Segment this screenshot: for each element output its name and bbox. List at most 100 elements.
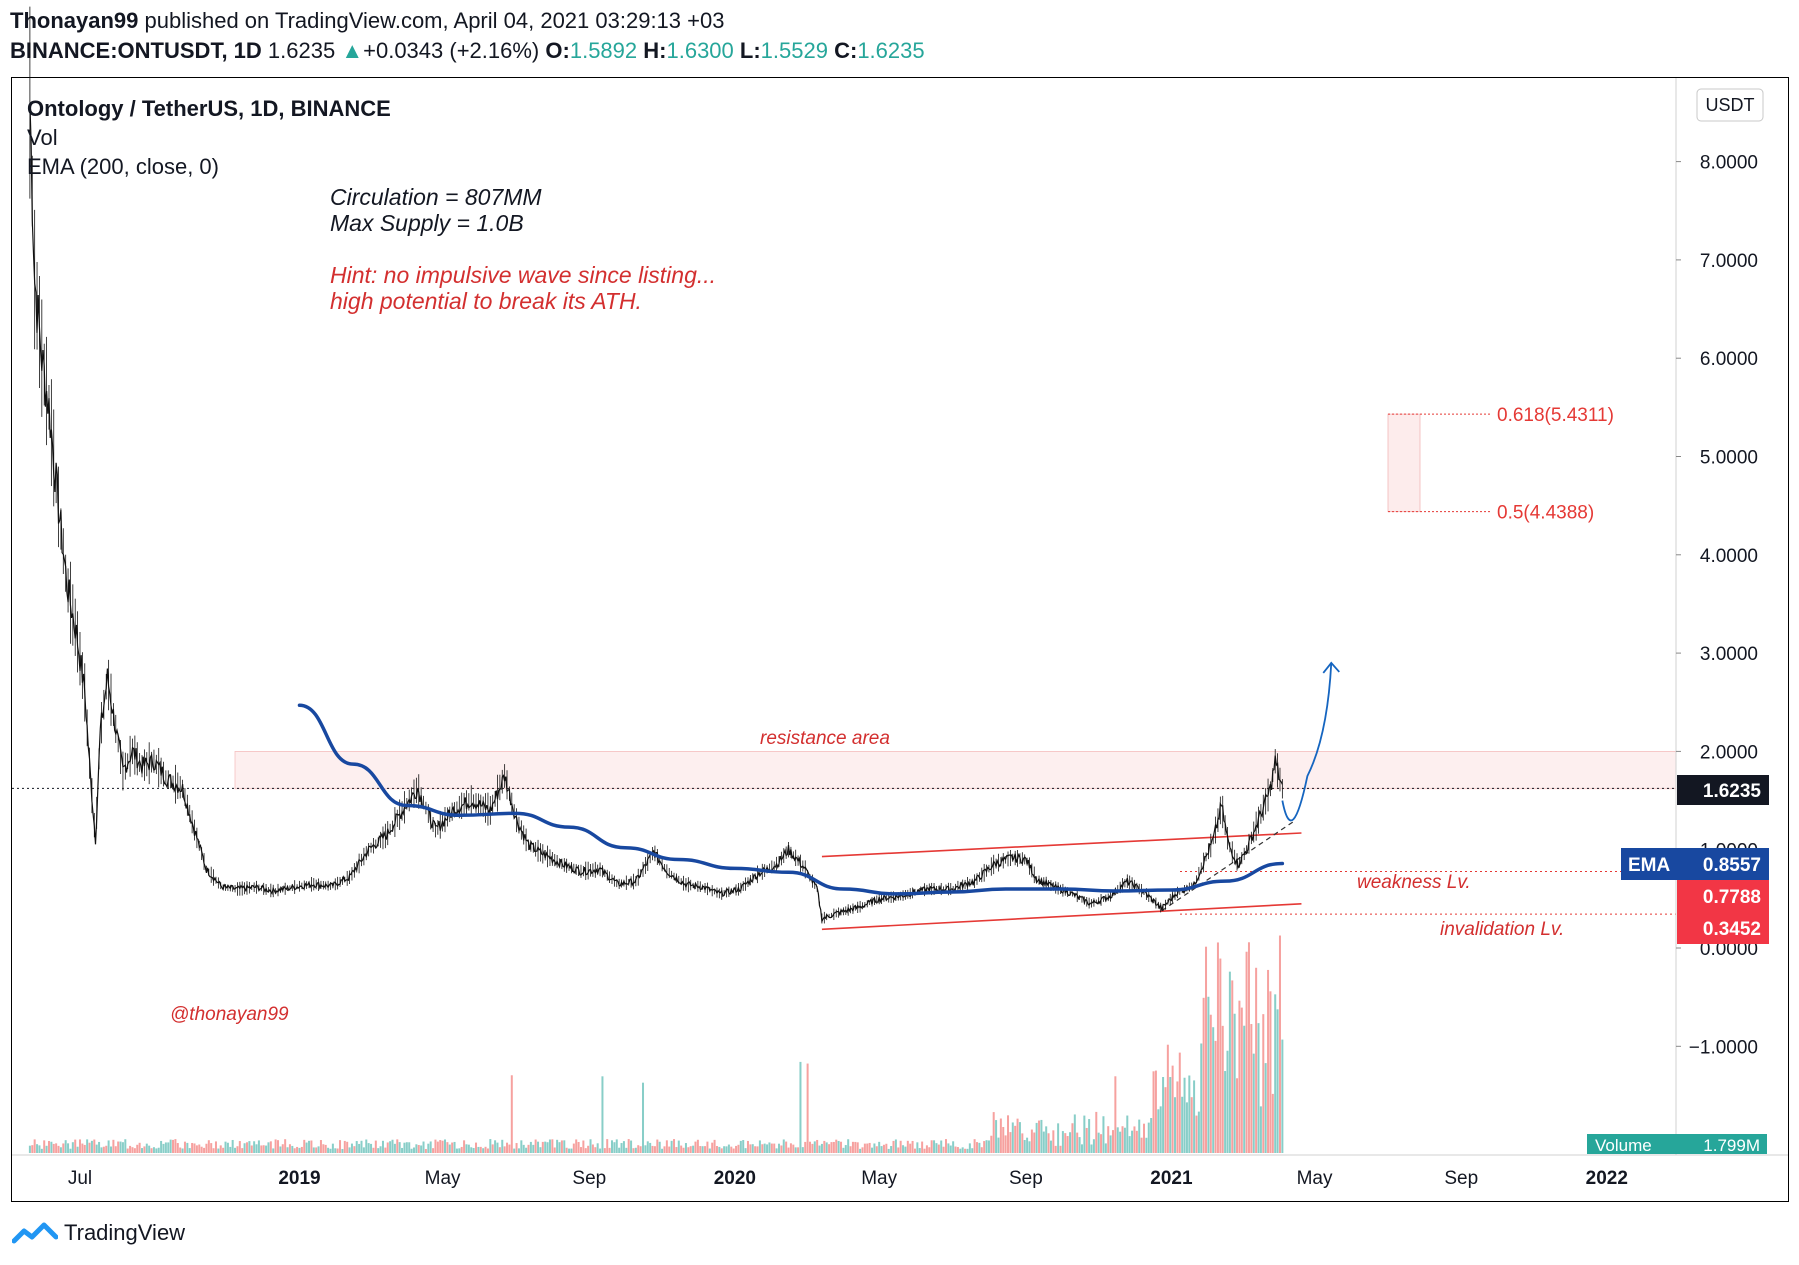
volume-bar xyxy=(1176,1081,1179,1153)
volume-bar xyxy=(1023,1140,1026,1153)
volume-bar xyxy=(1097,1132,1100,1153)
volume-bar xyxy=(1123,1127,1126,1153)
volume-bar xyxy=(336,1148,339,1153)
volume-bar xyxy=(1238,1000,1241,1153)
volume-bar xyxy=(517,1148,520,1153)
fib-zone xyxy=(1387,413,1421,513)
volume-bar xyxy=(355,1141,358,1153)
volume-bar xyxy=(725,1146,728,1153)
volume-bar xyxy=(553,1147,556,1153)
volume-bar xyxy=(1009,1132,1012,1153)
volume-bar xyxy=(222,1147,225,1153)
volume-bar xyxy=(653,1146,656,1153)
volume-bar xyxy=(312,1147,315,1153)
volume-bar xyxy=(701,1146,704,1153)
volume-bar xyxy=(806,1063,809,1153)
volume-bar xyxy=(396,1139,399,1153)
x-tick-label: 2020 xyxy=(714,1168,756,1189)
y-tick-label: −1.0000 xyxy=(1689,1037,1758,1058)
volume-bar xyxy=(329,1148,332,1153)
volume-bar xyxy=(954,1146,957,1153)
volume-bar xyxy=(548,1139,551,1153)
volume-bar xyxy=(217,1148,220,1153)
volume-bar xyxy=(429,1141,432,1153)
volume-bar xyxy=(949,1145,952,1153)
volume-bar xyxy=(1100,1134,1103,1153)
volume-bar xyxy=(434,1139,437,1153)
volume-bar xyxy=(350,1143,353,1153)
volume-bar xyxy=(930,1140,933,1153)
volume-bar xyxy=(1216,942,1219,1153)
volume-bar xyxy=(1111,1130,1114,1153)
volume-bar xyxy=(789,1143,792,1153)
symbol: BINANCE:ONTUSDT, 1D xyxy=(10,38,262,63)
volume-bar xyxy=(164,1142,167,1153)
volume-bar xyxy=(582,1140,585,1153)
weakness-label: weakness Lv. xyxy=(1357,872,1471,893)
volume-bar xyxy=(69,1148,72,1153)
currency-button[interactable] xyxy=(1696,88,1764,122)
volume-bar xyxy=(1269,991,1272,1153)
volume-bar xyxy=(732,1148,735,1153)
footer-brand[interactable]: TradingView xyxy=(12,1220,185,1246)
volume-bar xyxy=(267,1142,270,1153)
volume-bar xyxy=(486,1148,489,1153)
volume-bar xyxy=(804,1141,807,1153)
volume-bar xyxy=(825,1142,828,1153)
volume-bar xyxy=(200,1146,203,1153)
volume-bar xyxy=(1078,1137,1081,1153)
volume-bar xyxy=(637,1145,640,1153)
volume-bar xyxy=(983,1141,986,1153)
volume-bar xyxy=(381,1140,384,1153)
volume-bar xyxy=(1226,1050,1229,1153)
volume-bar xyxy=(472,1147,475,1153)
volume-bar xyxy=(897,1147,900,1153)
volume-bar xyxy=(1007,1115,1010,1153)
volume-bar xyxy=(365,1139,368,1153)
volume-bar xyxy=(152,1147,155,1153)
volume-bar xyxy=(157,1147,160,1153)
volume-bar xyxy=(563,1140,566,1153)
chart-frame[interactable] xyxy=(11,77,1789,1202)
volume-bar xyxy=(64,1140,67,1153)
volume-bar xyxy=(1152,1071,1155,1153)
volume-bar xyxy=(1212,1027,1215,1153)
low-value: 1.5529 xyxy=(760,38,828,63)
invalidation-label: invalidation Lv. xyxy=(1440,919,1564,940)
volume-bar xyxy=(98,1141,101,1153)
y-tick-label: 6.0000 xyxy=(1700,349,1758,370)
volume-bar xyxy=(534,1139,537,1153)
volume-bar xyxy=(117,1141,120,1153)
volume-bar xyxy=(718,1146,721,1153)
volume-bar xyxy=(1104,1143,1107,1153)
volume-bar xyxy=(1164,1087,1167,1153)
volume-bar xyxy=(861,1147,864,1153)
volume-bar xyxy=(1002,1127,1005,1153)
volume-bar xyxy=(179,1147,182,1153)
volume-bar xyxy=(448,1144,451,1153)
volume-bar xyxy=(763,1143,766,1153)
publisher-name[interactable]: Thonayan99 xyxy=(10,8,139,33)
volume-bar xyxy=(491,1144,494,1153)
volume-bar xyxy=(475,1142,478,1153)
volume-bar xyxy=(1142,1123,1145,1153)
volume-bar xyxy=(1174,1097,1177,1153)
volume-bar xyxy=(33,1139,36,1153)
y-tick-label: 4.0000 xyxy=(1700,546,1758,567)
price-series xyxy=(29,103,1283,924)
volume-bar xyxy=(191,1142,194,1153)
volume-bar xyxy=(699,1146,702,1153)
volume-bar xyxy=(1064,1133,1067,1153)
volume-bar xyxy=(589,1139,592,1153)
volume-bar xyxy=(362,1147,365,1153)
volume-bar xyxy=(766,1144,769,1153)
volume-bar xyxy=(243,1143,246,1153)
volume-bar xyxy=(608,1147,611,1153)
volume-bar xyxy=(847,1139,850,1153)
volume-bar xyxy=(62,1143,65,1153)
volume-bar xyxy=(968,1143,971,1153)
volume-bar xyxy=(899,1140,902,1153)
volume-bar xyxy=(370,1143,373,1153)
volume-bar xyxy=(1119,1131,1122,1153)
